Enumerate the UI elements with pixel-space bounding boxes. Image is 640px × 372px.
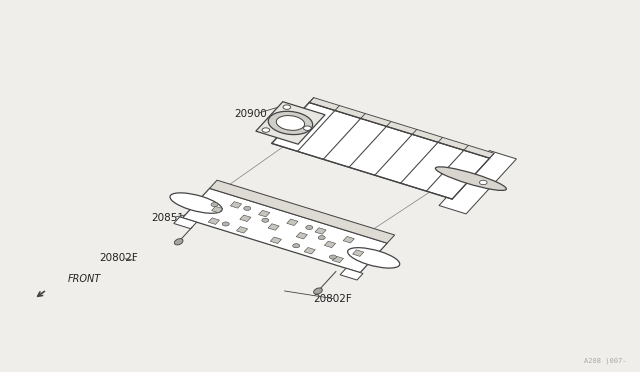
Ellipse shape — [268, 111, 313, 135]
Circle shape — [303, 126, 311, 131]
Polygon shape — [315, 228, 326, 234]
Ellipse shape — [174, 239, 183, 245]
Polygon shape — [208, 218, 220, 224]
Polygon shape — [296, 232, 307, 239]
Ellipse shape — [170, 193, 222, 213]
Circle shape — [222, 222, 229, 226]
Polygon shape — [340, 268, 363, 280]
Polygon shape — [209, 180, 395, 243]
Polygon shape — [272, 103, 490, 199]
Circle shape — [306, 225, 313, 230]
Polygon shape — [259, 210, 270, 217]
Polygon shape — [268, 224, 279, 230]
Polygon shape — [174, 217, 196, 229]
Circle shape — [283, 105, 291, 109]
Ellipse shape — [276, 116, 305, 130]
Polygon shape — [343, 237, 355, 243]
Circle shape — [244, 206, 251, 211]
Text: 20851: 20851 — [151, 212, 184, 222]
Text: 20802F: 20802F — [100, 253, 138, 263]
Polygon shape — [332, 256, 344, 263]
Circle shape — [479, 180, 487, 185]
Circle shape — [330, 255, 337, 259]
Polygon shape — [270, 237, 282, 244]
Polygon shape — [353, 250, 364, 256]
Polygon shape — [324, 241, 335, 248]
Circle shape — [211, 202, 218, 206]
Polygon shape — [230, 202, 241, 208]
Ellipse shape — [348, 248, 400, 268]
Polygon shape — [240, 215, 251, 222]
Text: A208 )007-: A208 )007- — [584, 357, 627, 364]
Text: FRONT: FRONT — [68, 275, 101, 284]
Polygon shape — [212, 206, 223, 213]
Polygon shape — [182, 188, 387, 273]
Polygon shape — [304, 247, 316, 254]
Polygon shape — [256, 102, 325, 144]
Polygon shape — [287, 219, 298, 225]
Text: 20900: 20900 — [234, 109, 266, 119]
Polygon shape — [439, 151, 516, 214]
Circle shape — [292, 244, 300, 248]
Text: 20802F: 20802F — [314, 294, 353, 304]
Circle shape — [318, 235, 325, 240]
Polygon shape — [309, 97, 494, 158]
Circle shape — [262, 218, 269, 222]
Ellipse shape — [435, 167, 506, 190]
Circle shape — [262, 128, 269, 132]
Polygon shape — [236, 227, 248, 233]
Ellipse shape — [314, 288, 323, 294]
